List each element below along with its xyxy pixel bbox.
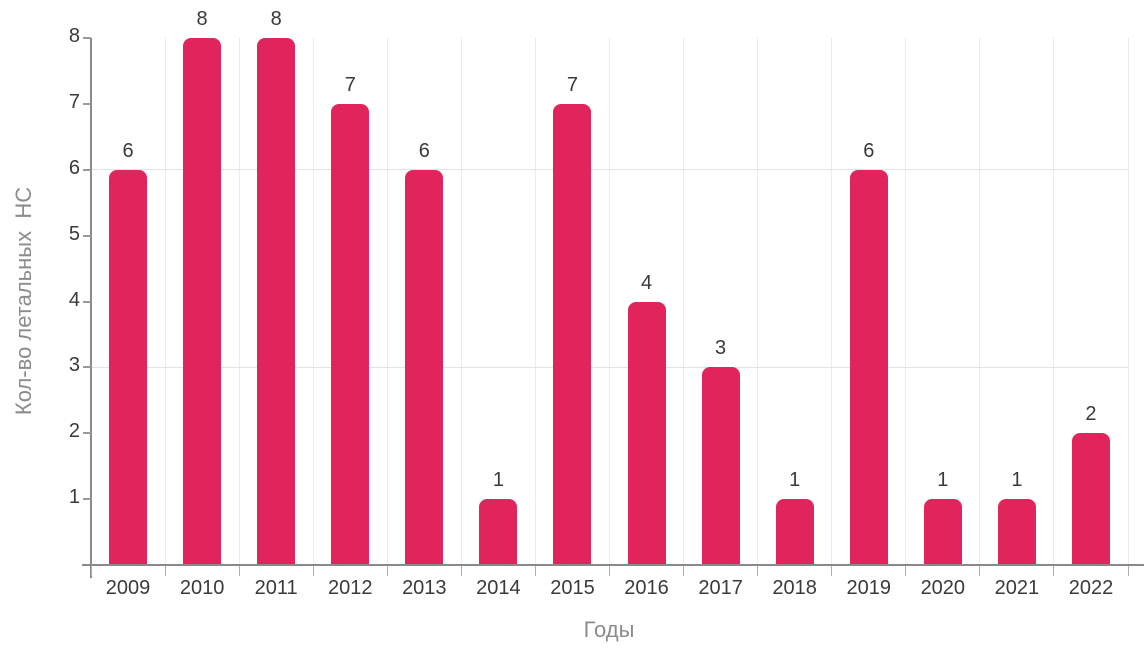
x-tick-label: 2011 <box>254 577 298 599</box>
x-tick-mark <box>238 566 240 576</box>
x-tick-label: 2019 <box>846 577 892 599</box>
vertical-gridline <box>831 38 833 565</box>
x-tick-mark <box>831 566 833 576</box>
bar-value-label: 6 <box>418 139 430 162</box>
bar-value-label: 1 <box>937 469 949 492</box>
bar <box>553 103 592 565</box>
bar <box>405 169 444 565</box>
bar <box>923 499 962 565</box>
x-tick-mark <box>534 566 536 576</box>
x-tick-label: 2009 <box>105 577 151 599</box>
bar-value-label: 7 <box>344 73 356 96</box>
bar-value-label: 7 <box>566 73 579 96</box>
x-tick-mark <box>757 566 759 576</box>
bar-value-label: 8 <box>196 8 208 30</box>
bar-value-label: 4 <box>640 271 653 294</box>
vertical-gridline <box>534 38 536 565</box>
bar-value-label: 8 <box>270 8 282 30</box>
x-tick-mark <box>312 566 314 576</box>
vertical-gridline <box>609 38 610 565</box>
horizontal-gridline <box>91 169 1128 171</box>
y-tick-label: 5 <box>68 222 80 245</box>
vertical-gridline <box>386 38 388 565</box>
bar-value-label: 1 <box>492 469 504 492</box>
x-tick-label: 2020 <box>920 577 966 599</box>
vertical-gridline <box>1127 38 1129 565</box>
x-tick-label: 2017 <box>698 577 743 599</box>
y-tick-mark <box>83 432 91 435</box>
x-tick-mark <box>905 566 907 576</box>
x-axis-title: Годы <box>583 617 635 642</box>
bar-value-label: 1 <box>789 469 801 492</box>
y-tick-mark <box>83 366 91 369</box>
x-tick-mark <box>1053 566 1055 576</box>
y-tick-mark <box>83 234 91 237</box>
x-tick-mark <box>386 566 388 576</box>
x-tick-mark <box>90 566 92 576</box>
bar <box>479 499 518 565</box>
vertical-gridline <box>164 38 166 565</box>
x-tick-label: 2021 <box>994 577 1040 599</box>
y-axis-title: Кол-во летальных НС <box>11 186 36 416</box>
bar-value-label: 3 <box>715 337 727 360</box>
x-tick-label: 2012 <box>328 577 373 599</box>
bar <box>1071 433 1110 565</box>
vertical-gridline <box>979 38 981 565</box>
bar-value-label: 2 <box>1085 403 1097 426</box>
y-tick-mark <box>83 102 91 105</box>
bar <box>701 367 740 565</box>
bar <box>849 169 888 565</box>
bar-value-label: 6 <box>122 139 134 162</box>
vertical-gridline <box>683 38 685 565</box>
y-tick-label: 4 <box>68 288 80 311</box>
x-tick-mark <box>609 566 610 576</box>
vertical-gridline <box>312 38 314 565</box>
y-tick-mark <box>83 300 91 303</box>
vertical-gridline <box>757 38 759 565</box>
bar <box>627 301 666 565</box>
x-tick-label: 2022 <box>1068 577 1114 599</box>
bar <box>997 499 1036 565</box>
vertical-gridline <box>1053 38 1055 565</box>
x-tick-mark <box>979 566 981 576</box>
horizontal-gridline <box>91 366 1128 368</box>
x-tick-mark <box>683 566 685 576</box>
x-tick-label: 2016 <box>624 577 669 599</box>
vertical-gridline <box>905 38 907 565</box>
x-tick-label: 2018 <box>772 577 817 599</box>
bar-value-label: 6 <box>863 139 875 162</box>
y-tick-label: 7 <box>68 90 80 113</box>
bar <box>257 38 296 565</box>
x-tick-mark <box>460 566 462 576</box>
y-axis-line <box>90 38 92 578</box>
bar <box>183 38 222 565</box>
x-tick-label: 2015 <box>550 577 595 599</box>
vertical-gridline <box>238 38 240 565</box>
y-tick-label: 6 <box>68 156 80 179</box>
bar <box>331 103 370 565</box>
vertical-gridline <box>460 38 462 565</box>
x-tick-mark <box>1127 566 1129 576</box>
y-tick-label: 3 <box>68 354 80 377</box>
y-tick-label: 8 <box>68 25 80 47</box>
y-tick-label: 1 <box>68 486 80 509</box>
x-tick-label: 2010 <box>179 577 225 599</box>
bar <box>775 499 814 565</box>
y-tick-mark <box>83 498 91 501</box>
bar-value-label: 1 <box>1011 469 1023 492</box>
y-tick-label: 2 <box>68 420 80 443</box>
x-tick-label: 2014 <box>476 577 521 599</box>
x-tick-label: 2013 <box>402 577 447 599</box>
x-tick-mark <box>164 566 166 576</box>
bar <box>109 169 148 565</box>
y-tick-mark <box>83 168 91 171</box>
x-axis-line <box>82 564 1144 566</box>
y-tick-mark <box>83 37 91 39</box>
